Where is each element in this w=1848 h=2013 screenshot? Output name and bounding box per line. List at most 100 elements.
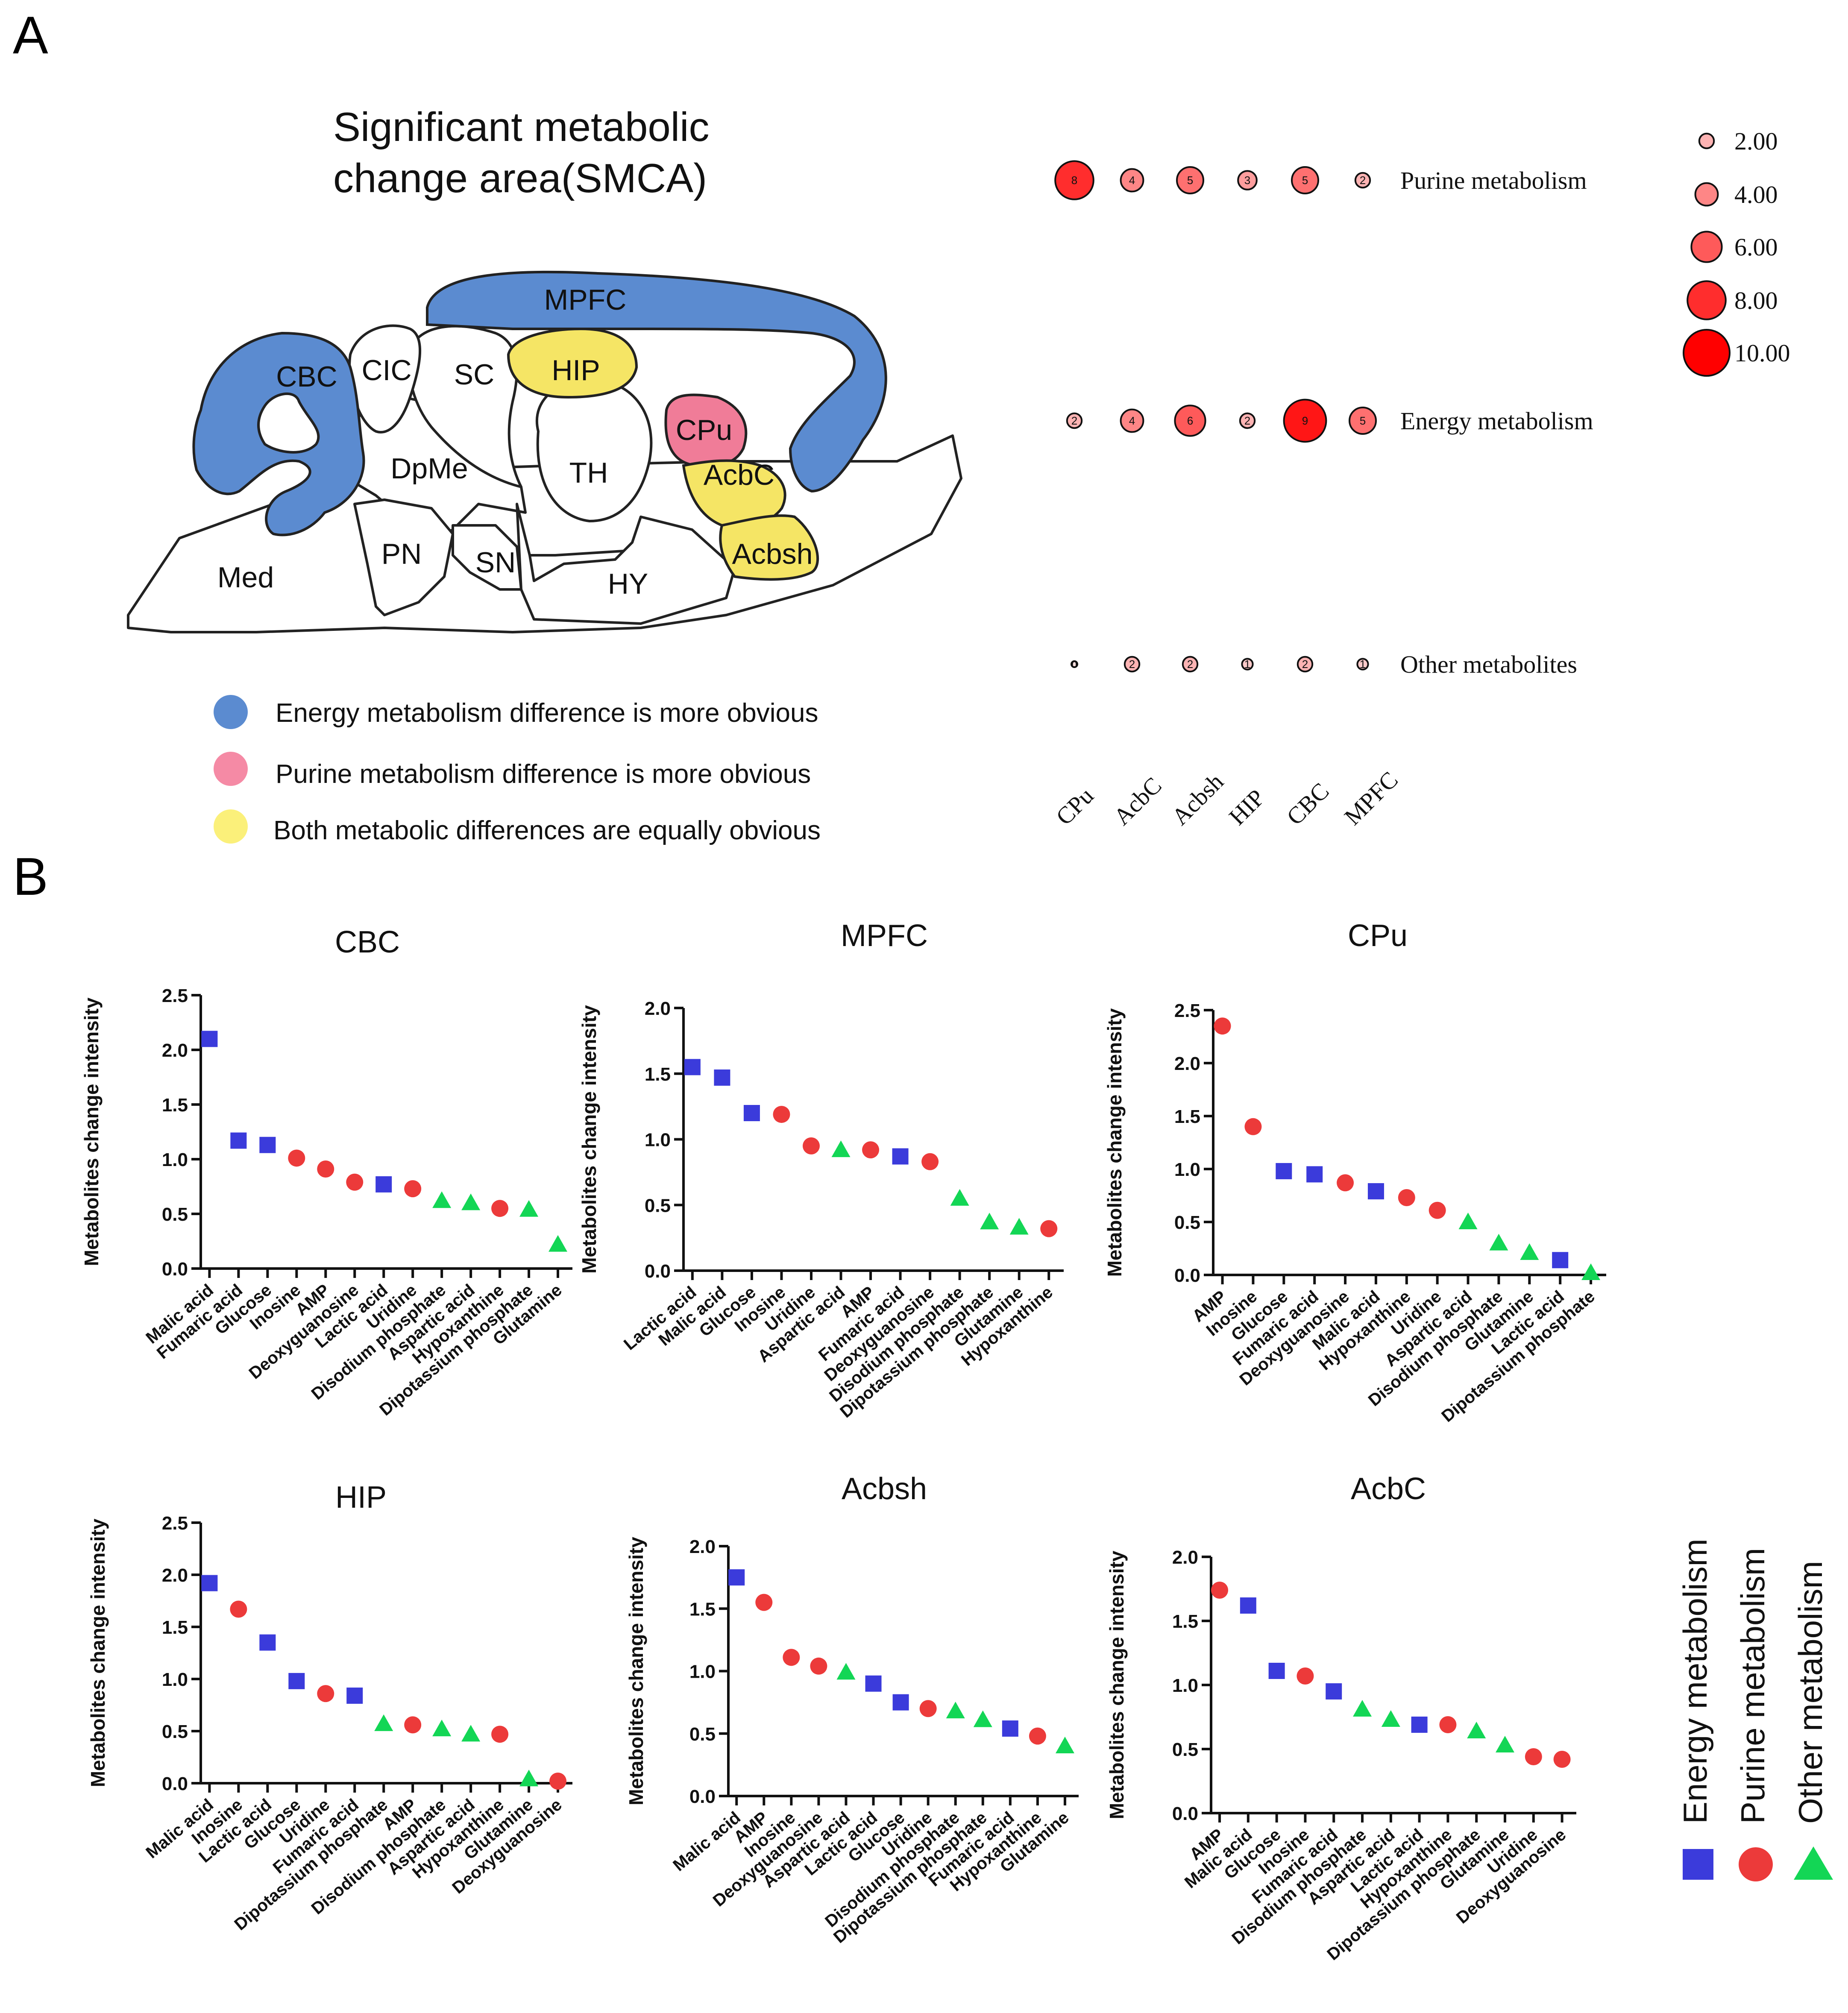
- y-tick-label: 2.5: [1174, 1000, 1200, 1021]
- data-point-energy: [201, 1031, 218, 1047]
- group-legend: Energy metabolism Purine metabolism Other …: [1676, 1538, 1833, 1881]
- bubble-value-label: 2: [1244, 414, 1250, 427]
- data-point-other: [519, 1200, 539, 1217]
- data-point-purine: [1029, 1727, 1046, 1745]
- bubble-col-label: AcbC: [1109, 772, 1167, 830]
- data-point-other: [432, 1720, 452, 1737]
- region-label-pn: PN: [381, 538, 422, 570]
- scatter-panel-mpfc: MPFC 0.0 0.5 1.0 1.5 2.0 Metabolites change in…: [578, 919, 1064, 1421]
- y-axis-label: Metabolites change intensity: [1103, 1008, 1126, 1277]
- bubble-value-label: 2: [1302, 658, 1308, 671]
- legend-energy-dot: [214, 695, 248, 729]
- y-tick-label: 2.5: [162, 985, 188, 1006]
- data-point-purine: [802, 1137, 820, 1154]
- data-point-other: [519, 1770, 539, 1787]
- y-tick-label: 0.5: [162, 1721, 188, 1742]
- y-tick-label: 0.0: [645, 1261, 671, 1282]
- x-tick-label: Malic acid: [669, 1808, 744, 1875]
- data-point-other: [374, 1714, 393, 1731]
- data-point-purine: [773, 1106, 790, 1123]
- size-legend-label: 4.00: [1734, 181, 1778, 208]
- bubble-value-label: 0: [1072, 659, 1077, 670]
- bubble-chart: 8 4 5 3 5 2 Purine metabolism 2 4 6 2 9 5 Energy meta…: [1051, 127, 1790, 830]
- bubble-value-label: 2: [1129, 658, 1135, 671]
- data-point-other: [461, 1725, 481, 1742]
- data-point-other: [461, 1193, 481, 1210]
- region-label-acbsh: Acbsh: [732, 538, 813, 570]
- y-tick-label: 2.0: [1172, 1547, 1198, 1568]
- size-legend-bubble: [1687, 280, 1727, 320]
- data-point-purine: [1211, 1582, 1229, 1599]
- bubble-value-label: 4: [1129, 414, 1135, 427]
- y-tick-label: 1.0: [162, 1669, 188, 1690]
- region-label-th: TH: [569, 457, 608, 489]
- y-tick-label: 1.0: [689, 1661, 716, 1682]
- y-tick-label: 1.0: [1172, 1675, 1198, 1696]
- data-point-energy: [1411, 1717, 1428, 1733]
- group-legend-label: Purine metabolism: [1734, 1548, 1772, 1824]
- data-point-purine: [1337, 1174, 1354, 1192]
- region-label-hy: HY: [608, 568, 648, 600]
- region-divider-line: [530, 550, 624, 557]
- data-point-energy: [259, 1634, 276, 1651]
- region-label-cic: CIC: [361, 354, 411, 387]
- data-point-energy: [288, 1673, 305, 1689]
- bubble-value-label: 1: [1360, 658, 1366, 671]
- data-point-purine: [862, 1141, 880, 1159]
- data-point-energy: [1268, 1663, 1285, 1679]
- data-point-energy: [1306, 1166, 1323, 1183]
- scatter-panel-cbc: CBC 0.0 0.5 1.0 1.5 2.0 2.5 Metabolites change …: [80, 925, 572, 1419]
- bubble-value-label: 5: [1187, 174, 1193, 187]
- data-point-energy: [728, 1569, 745, 1586]
- bubble-value-label: 6: [1187, 414, 1193, 427]
- y-tick-label: 0.5: [645, 1195, 671, 1216]
- data-point-energy: [201, 1575, 218, 1591]
- region-label-med: Med: [217, 561, 274, 594]
- data-point-purine: [810, 1657, 827, 1675]
- data-point-purine: [1040, 1220, 1058, 1237]
- y-tick-label: 0.0: [689, 1786, 716, 1807]
- data-point-purine: [783, 1649, 800, 1666]
- region-label-cbc: CBC: [276, 360, 337, 393]
- y-tick-label: 1.0: [162, 1149, 188, 1170]
- data-point-other: [1381, 1710, 1400, 1727]
- group-legend-label: Other metabolism: [1792, 1561, 1829, 1824]
- bubble-row-label: Purine metabolism: [1400, 167, 1587, 194]
- bubble-col-label: CPu: [1051, 782, 1099, 830]
- scatter-panel-acbsh: Acbsh 0.0 0.5 1.0 1.5 2.0 Metabolites change i…: [625, 1472, 1079, 1947]
- y-axis-label: Metabolites change intensity: [578, 1005, 600, 1274]
- data-point-energy: [1367, 1183, 1384, 1200]
- y-axis-label: Metabolites change intensity: [1106, 1550, 1128, 1819]
- data-point-energy: [1240, 1597, 1256, 1614]
- y-tick-label: 0.0: [1174, 1265, 1200, 1286]
- region-pn-shape: [353, 498, 454, 616]
- y-tick-label: 2.5: [162, 1513, 188, 1534]
- size-legend-bubble: [1690, 231, 1723, 263]
- data-point-other: [432, 1191, 452, 1208]
- y-tick-label: 0.5: [162, 1204, 188, 1225]
- bubble: [1349, 407, 1377, 435]
- region-th-shape: [535, 378, 653, 522]
- panel-label-b: B: [13, 847, 48, 906]
- y-tick-label: 0.0: [1172, 1803, 1198, 1824]
- bubble: [1176, 166, 1204, 194]
- y-axis-label: Metabolites change intensity: [80, 997, 103, 1266]
- y-tick-label: 0.5: [1174, 1212, 1200, 1233]
- y-tick-label: 1.5: [1172, 1611, 1198, 1632]
- data-point-energy: [865, 1675, 882, 1692]
- bubble-row-label: Other metabolites: [1400, 650, 1577, 678]
- group-legend-label: Energy metabolism: [1676, 1538, 1714, 1824]
- scatter-panel-hip: HIP 0.0 0.5 1.0 1.5 2.0 2.5 Metabolites change …: [87, 1480, 572, 1934]
- brain-title-line2: change area(SMCA): [333, 155, 707, 201]
- y-axis-label: Metabolites change intensity: [625, 1537, 647, 1805]
- y-tick-label: 2.0: [162, 1040, 188, 1061]
- brain-title-line1: Significant metabolic: [333, 104, 709, 150]
- data-point-purine: [1429, 1201, 1446, 1219]
- y-axis-label: Metabolites change intensity: [87, 1518, 109, 1787]
- data-point-other: [1489, 1234, 1508, 1251]
- scatter-panel-acbc: AcbC 0.0 0.5 1.0 1.5 2.0 Metabolites change in…: [1106, 1472, 1576, 1964]
- bubble-col-label: MPFC: [1339, 767, 1403, 831]
- size-legend-label: 10.00: [1734, 339, 1790, 367]
- legend-energy-label: Energy metabolism difference is more obv…: [276, 698, 818, 728]
- bubble-col-label: Acbsh: [1167, 768, 1229, 830]
